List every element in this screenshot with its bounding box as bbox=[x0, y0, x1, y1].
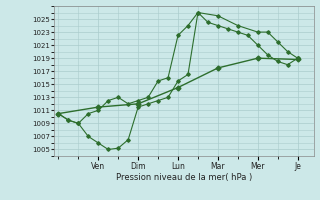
X-axis label: Pression niveau de la mer( hPa ): Pression niveau de la mer( hPa ) bbox=[116, 173, 252, 182]
